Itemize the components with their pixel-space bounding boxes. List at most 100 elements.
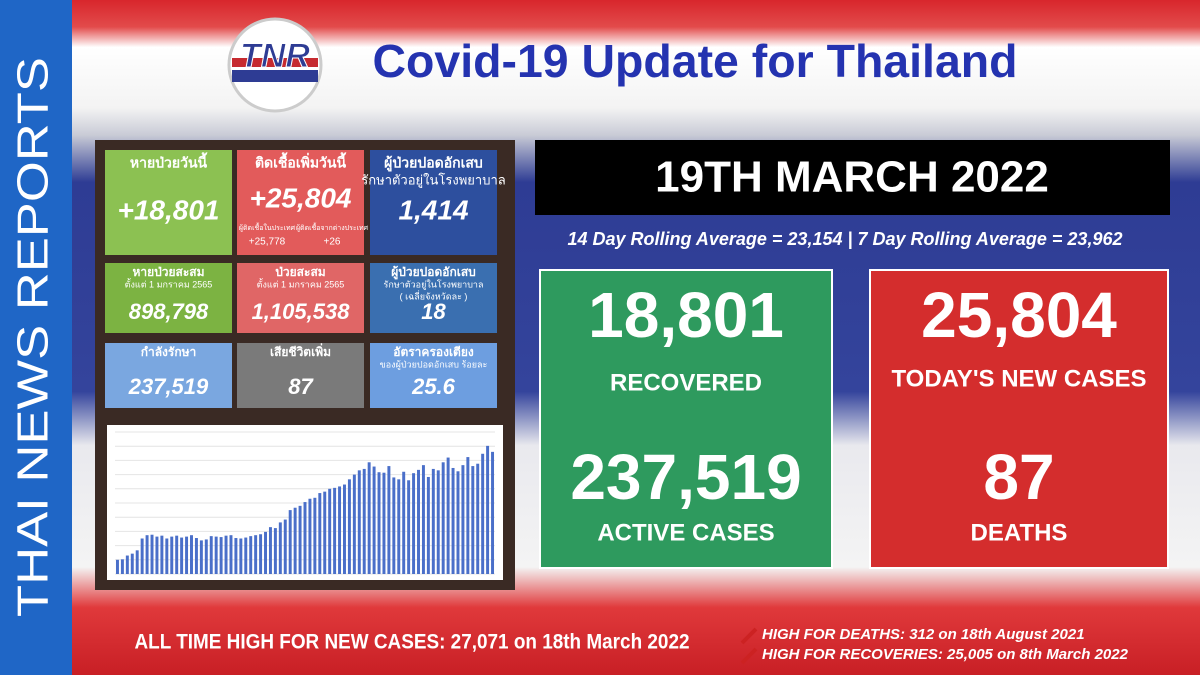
bar [234, 538, 238, 574]
tile-label: ( เฉลี่ยจังหวัดละ ) [400, 289, 468, 301]
high-recoveries: HIGH FOR RECOVERIES: 25,005 on 8th March… [762, 646, 1129, 663]
bar [308, 498, 312, 574]
bar [278, 522, 282, 574]
recovered-panel [539, 269, 833, 569]
bar [239, 538, 243, 574]
bar [412, 473, 416, 574]
side-title: THAI NEWS REPORTS [9, 57, 58, 617]
tile [370, 343, 497, 408]
bar [476, 463, 480, 574]
bar [249, 536, 253, 574]
bar [209, 536, 213, 574]
bar [417, 469, 420, 574]
bar [382, 472, 386, 574]
bar [219, 537, 223, 574]
tile-value: 25.6 [411, 374, 456, 399]
bar [343, 484, 346, 574]
bar [140, 538, 144, 574]
bar [135, 550, 139, 574]
tile-value: +25,804 [250, 182, 352, 213]
bar [456, 471, 460, 574]
logo-text: TNR [240, 37, 310, 75]
tile [237, 343, 364, 408]
high-deaths: HIGH FOR DEATHS: 312 on 18th August 2021 [762, 626, 1085, 643]
bar [130, 553, 134, 574]
bar [244, 537, 248, 574]
bar [175, 535, 179, 574]
bar [451, 467, 455, 574]
tile-value: 237,519 [128, 374, 209, 399]
tile-sub-label: ผู้ติดเชื้อในประเทศ [239, 221, 296, 232]
bar [431, 468, 435, 574]
tile-label: ผู้ป่วยปอดอักเสบ [391, 265, 476, 280]
bar [323, 491, 327, 574]
logo-stripe [232, 58, 318, 67]
bar [357, 470, 361, 574]
bar [298, 505, 302, 574]
bar [180, 537, 184, 574]
title: Covid-19 Update for Thailand [373, 35, 1018, 87]
tile-label: ติดเชื้อเพิ่มวันนี้ [255, 152, 347, 171]
date: 19TH MARCH 2022 [655, 153, 1049, 202]
tile-label: รักษาตัวอยู่ในโรงพยาบาล [361, 172, 505, 188]
bar [441, 462, 445, 574]
tile-label: อัตราครองเตียง [393, 345, 474, 359]
bar [264, 531, 267, 574]
tile-label: กำลังรักษา [141, 345, 197, 359]
bar [288, 510, 292, 574]
bar [283, 519, 287, 574]
panel-label: DEATHS [971, 519, 1068, 546]
bar [402, 471, 406, 574]
bar [377, 472, 381, 574]
tile [237, 263, 364, 333]
bar [303, 502, 307, 574]
bar [190, 535, 193, 574]
tile-value: 18 [421, 299, 446, 324]
syringe-icon [740, 627, 758, 645]
bar [461, 465, 465, 574]
bar [185, 536, 189, 574]
tile-label: รักษาตัวอยู่ในโรงพยาบาล [384, 279, 484, 290]
bar [254, 535, 258, 574]
bar [293, 507, 297, 574]
tile-value: 87 [288, 374, 314, 399]
bar [338, 486, 342, 574]
bar [199, 540, 203, 574]
tile [370, 150, 497, 255]
bar [313, 497, 317, 574]
syringe-icon [740, 647, 758, 665]
bar [318, 493, 322, 574]
bar [224, 535, 228, 574]
tile [105, 343, 232, 408]
bar [333, 487, 337, 574]
panel-value: 237,519 [570, 441, 801, 513]
bar [471, 466, 475, 574]
bar [387, 466, 391, 574]
tile-label: ตั้งแต่ 1 มกราคม 2565 [257, 277, 345, 289]
date-box [535, 140, 1170, 215]
bar [421, 465, 425, 574]
bar [436, 470, 440, 574]
bar [165, 538, 169, 574]
tile-label: ตั้งแต่ 1 มกราคม 2565 [125, 277, 213, 289]
bar [160, 535, 164, 574]
bar [481, 453, 485, 574]
panel-value: 87 [983, 441, 1054, 513]
all-time-high: ALL TIME HIGH FOR NEW CASES: 27,071 on 1… [135, 631, 690, 654]
bar [155, 536, 159, 574]
bar [145, 535, 149, 574]
bar [115, 559, 119, 574]
tile-label: หายป่วยสะสม [132, 265, 204, 279]
bar [268, 527, 272, 574]
rolling-average: 14 Day Rolling Average = 23,154 | 7 Day … [568, 229, 1123, 249]
tile-label: ป่วยสะสม [275, 265, 325, 279]
bar [486, 445, 490, 574]
bar [466, 457, 470, 574]
tile-label: ของผู้ป่วยปอดอักเสบ ร้อยละ [380, 359, 488, 370]
tile-label: ผู้ป่วยปอดอักเสบ [384, 155, 483, 172]
bar [352, 474, 356, 574]
bar [367, 462, 371, 574]
bar [426, 476, 430, 574]
bar [372, 466, 376, 574]
